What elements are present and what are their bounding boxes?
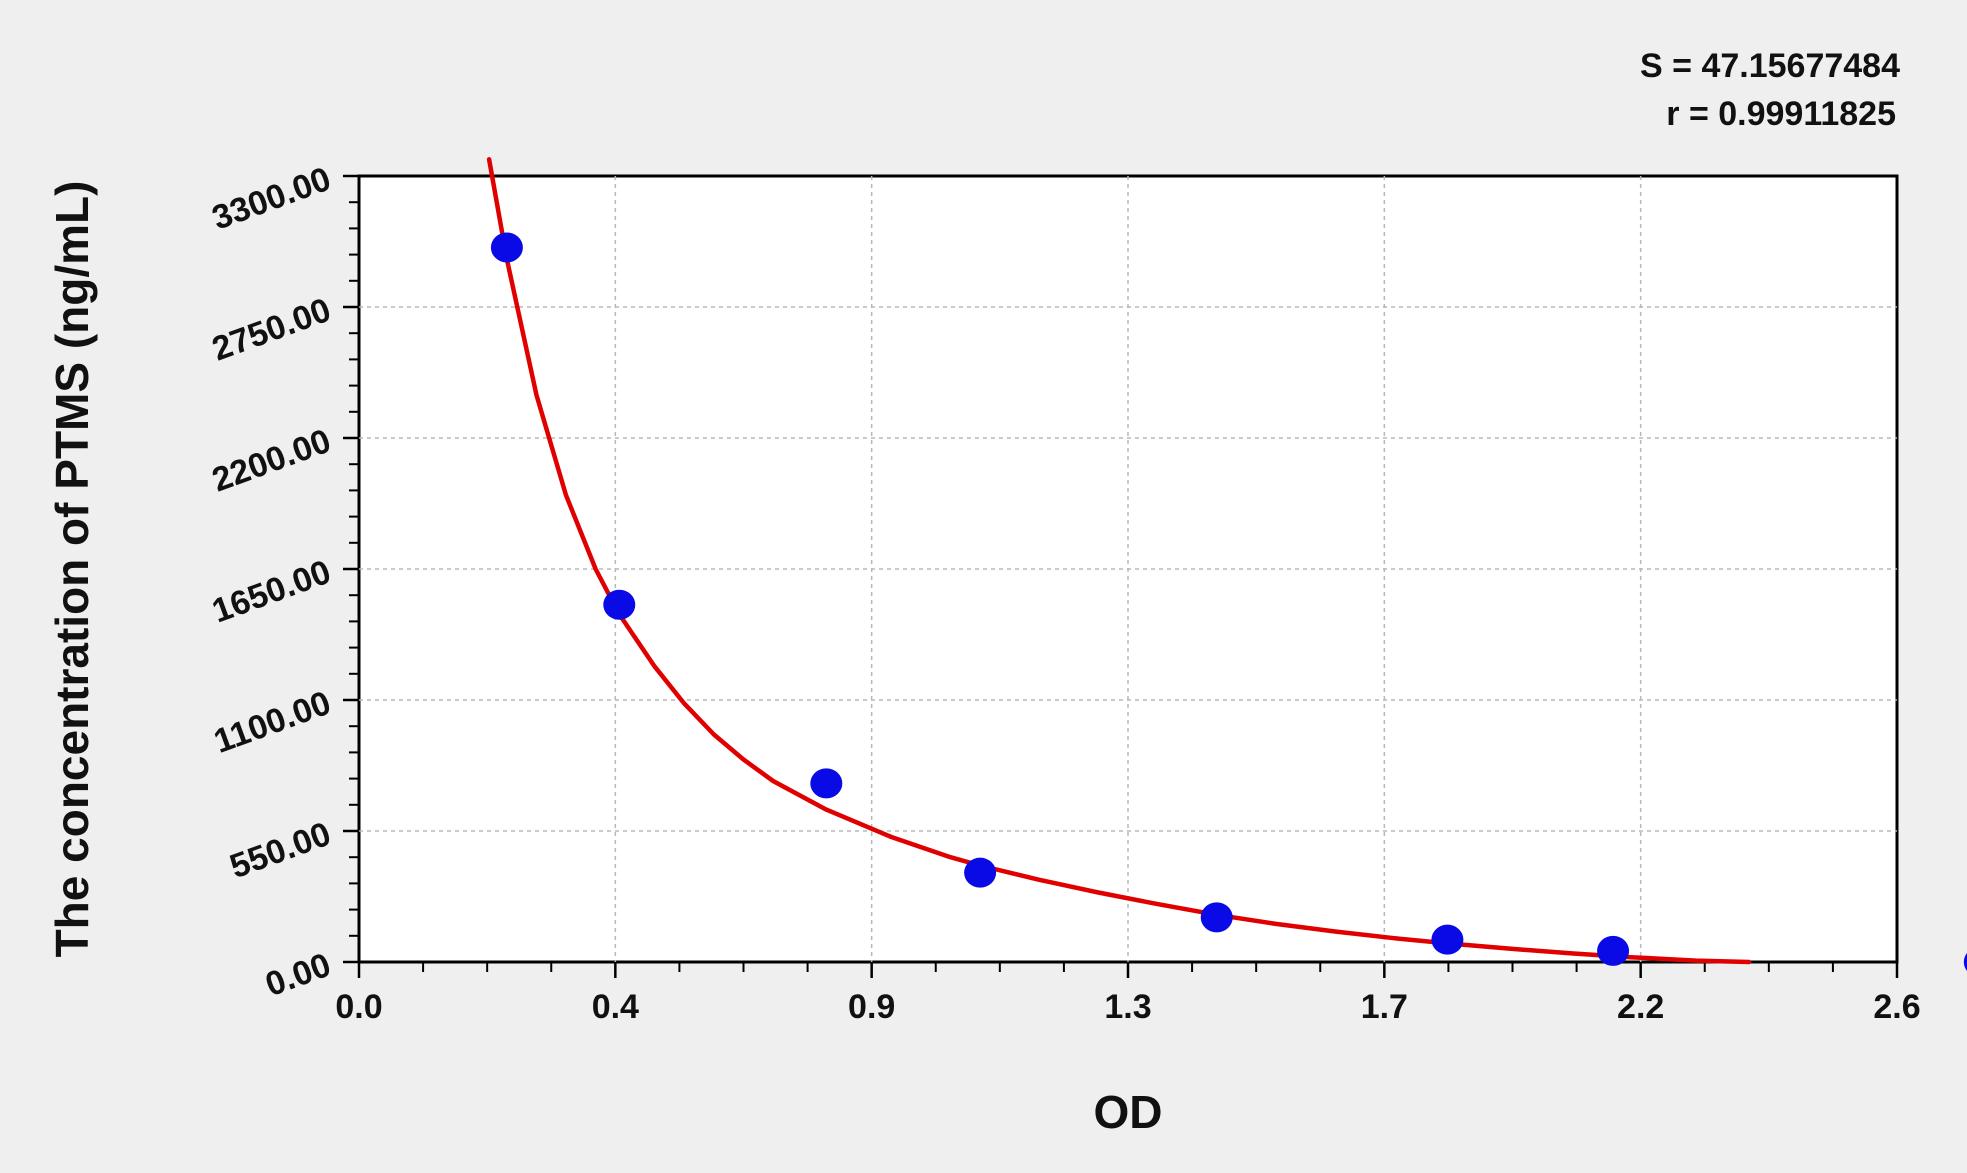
x-tick-label: 2.6	[1873, 988, 1920, 1026]
y-tick-label: 2200.00	[207, 422, 335, 500]
x-tick-label: 0.4	[592, 988, 639, 1026]
x-tick-label: 2.2	[1617, 988, 1664, 1026]
data-point	[1963, 953, 1967, 971]
y-tick-label: 3300.00	[207, 160, 335, 238]
y-axis-title: The concentration of PTMS (ng/mL)	[46, 181, 98, 958]
data-point	[1200, 902, 1233, 933]
x-tick-label: 0.0	[335, 988, 382, 1026]
x-axis-title: OD	[1094, 1086, 1163, 1138]
y-tick-label: 2750.00	[207, 291, 335, 369]
fit-curve	[486, 157, 1752, 965]
fit-curve-layer	[486, 157, 1752, 965]
r-statistic: r = 0.99911825	[1666, 95, 1896, 133]
x-tick-labels: 0.0 0.4 0.9 1.3 1.7 2.2 2.6	[335, 988, 1920, 1026]
y-tick-label: 1650.00	[207, 553, 335, 631]
y-tick-label: 0.00	[261, 946, 336, 1004]
y-tick-label: 1100.00	[209, 684, 336, 761]
data-point	[603, 589, 636, 620]
y-tick-label: 550.00	[225, 815, 336, 886]
data-points-layer	[490, 232, 1967, 971]
axis-ticks	[343, 174, 1899, 978]
data-point	[964, 857, 997, 888]
data-point	[1597, 935, 1630, 966]
x-tick-label: 0.9	[848, 988, 895, 1026]
data-point	[810, 768, 843, 799]
data-point	[1431, 924, 1464, 955]
s-statistic: S = 47.15677484	[1640, 47, 1900, 85]
data-point	[490, 232, 523, 263]
y-tick-labels: 0.00 550.00 1100.00 1650.00 2200.00 2750.00 33…	[207, 160, 335, 1004]
gridlines	[359, 176, 1897, 962]
x-tick-label: 1.7	[1361, 988, 1408, 1026]
x-tick-label: 1.3	[1104, 988, 1151, 1026]
